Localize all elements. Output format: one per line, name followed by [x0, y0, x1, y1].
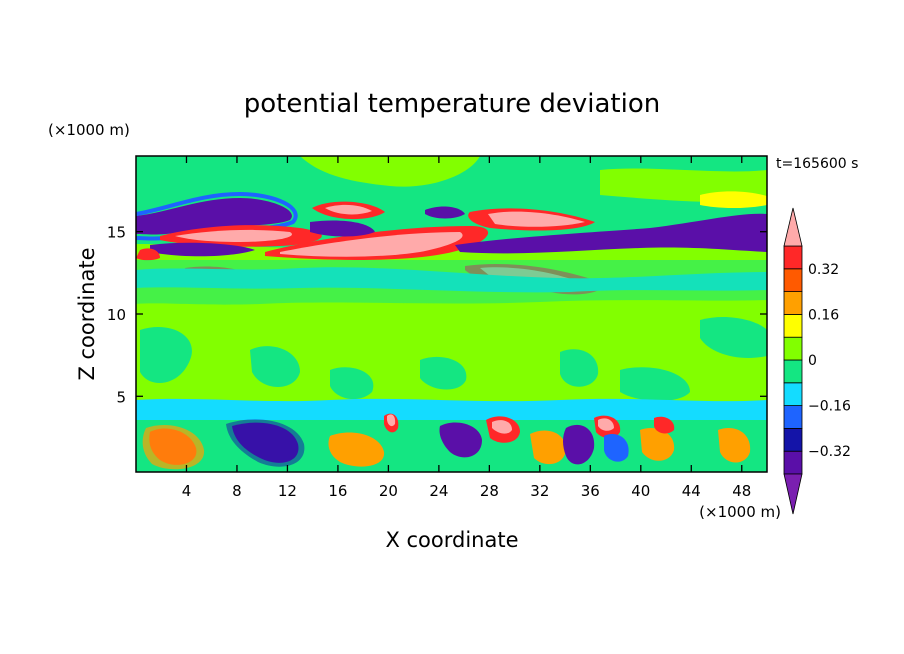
contour-boundary-cyan — [136, 398, 767, 420]
contour-bl-orange-1 — [142, 424, 205, 470]
x-tick-label: 24 — [429, 482, 448, 500]
colorbar-segment — [783, 313, 803, 338]
colorbar-segment — [783, 405, 803, 429]
y-tick-label: 5 — [116, 388, 126, 406]
contour-upper-green-patch — [300, 156, 480, 187]
x-tick-label: 28 — [480, 482, 499, 500]
contour-yellow-right — [700, 191, 767, 209]
contour-bl-salmon-2 — [387, 414, 396, 427]
contour-salmon-band-3 — [488, 211, 585, 227]
colorbar-extend-top — [783, 207, 803, 247]
x-tick-label: 32 — [530, 482, 549, 500]
contour-bl-blue-6 — [604, 434, 629, 462]
colorbar-segment — [783, 450, 803, 475]
colorbar-extend-bottom — [783, 473, 803, 515]
chart-title: potential temperature deviation — [244, 89, 660, 119]
colorbar-label: 0.16 — [808, 307, 839, 323]
y-axis-label: Z coordinate — [75, 247, 99, 380]
contour-bl-red-5 — [654, 416, 675, 434]
x-tick-label: 4 — [182, 482, 192, 500]
contour-lower-teal-1 — [140, 326, 192, 384]
contour-purple-top-small — [425, 206, 465, 219]
contour-purple-band-right — [455, 213, 767, 254]
x-tick-label: 20 — [379, 482, 398, 500]
contour-bl-purple-3 — [563, 424, 595, 465]
x-tick-label: 40 — [631, 482, 650, 500]
colorbar-segment — [783, 268, 803, 292]
colorbar-segment — [783, 336, 803, 361]
y-unit-label: (×1000 m) — [48, 121, 130, 139]
contour-bl-orange-3 — [530, 430, 566, 465]
contour-salmon-band-1 — [175, 229, 292, 242]
contour-bl-orange-5 — [718, 428, 751, 463]
colorbar-label: −0.16 — [808, 399, 851, 415]
x-tick-label: 12 — [278, 482, 297, 500]
contour-lower-teal-7 — [420, 356, 467, 390]
contour-bl-blue-1 — [226, 419, 305, 467]
contour-field — [136, 156, 767, 472]
y-tick-label: 15 — [107, 224, 126, 242]
x-tick-label: 44 — [682, 482, 701, 500]
contour-salmon-top — [325, 204, 372, 215]
x-ticks: 4 8 12 16 20 24 28 32 36 40 44 48 — [182, 156, 751, 500]
contour-bl-orange-2 — [328, 432, 385, 467]
colorbar: 0.32 0.16 0 −0.16 −0.32 — [783, 207, 851, 515]
contour-lower-teal-5 — [620, 367, 690, 401]
contour-purple-mid — [310, 220, 375, 237]
colorbar-label: 0.32 — [808, 262, 839, 278]
colorbar-segment — [783, 427, 803, 452]
colorbar-label: −0.32 — [808, 444, 851, 460]
colorbar-segment — [783, 245, 803, 270]
contour-lower-teal-4 — [560, 349, 599, 387]
contour-bl-salmon-3 — [492, 420, 512, 434]
colorbar-segment — [783, 291, 803, 315]
contour-lower-teal-2 — [250, 346, 300, 387]
contour-lower-teal-6 — [700, 317, 767, 358]
y-tick-label: 10 — [107, 306, 126, 324]
contour-lower-teal-3 — [330, 367, 374, 400]
contour-bl-orange-4 — [640, 428, 675, 461]
colorbar-segment — [783, 359, 803, 384]
x-tick-label: 16 — [328, 482, 347, 500]
x-tick-label: 48 — [732, 482, 751, 500]
x-unit-label: (×1000 m) — [699, 503, 781, 521]
y-ticks: 5 10 15 — [107, 224, 767, 406]
colorbar-label: 0 — [808, 353, 817, 369]
contour-bl-purple-2 — [439, 422, 482, 458]
contour-teal-band — [136, 260, 767, 305]
contour-salmon-band-2 — [280, 232, 463, 257]
time-label: t=165600 s — [776, 156, 858, 172]
x-tick-label: 36 — [581, 482, 600, 500]
contour-bl-salmon-4 — [598, 418, 614, 431]
colorbar-segment — [783, 382, 803, 406]
contour-purple-left-small — [150, 242, 255, 257]
x-tick-label: 8 — [232, 482, 242, 500]
contour-red-left-lower — [136, 248, 160, 261]
x-axis-label: X coordinate — [385, 528, 518, 552]
